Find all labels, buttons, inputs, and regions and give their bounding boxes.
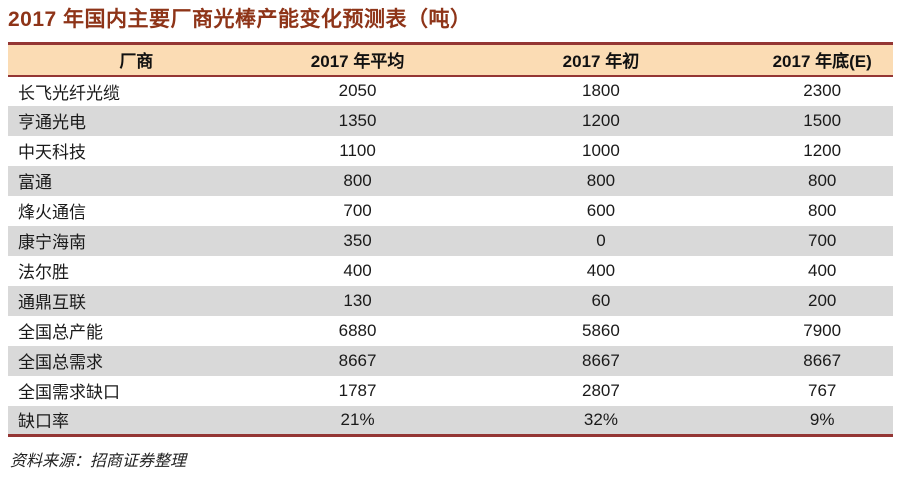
value-cell: 8667 bbox=[803, 350, 842, 370]
value-cell: 1500 bbox=[803, 110, 842, 130]
value-cell: 2807 bbox=[582, 380, 620, 400]
value-cell: 350 bbox=[343, 230, 372, 250]
table-header: 厂商 2017 年平均 2017 年初 2017 年底(E) bbox=[8, 43, 893, 77]
vendor-cell: 通鼎互联 bbox=[18, 293, 86, 312]
value-cell: 8667 bbox=[338, 350, 377, 370]
column-header: 2017 年底(E) bbox=[751, 43, 893, 77]
value-cell: 800 bbox=[586, 170, 616, 190]
vendor-cell: 缺口率 bbox=[18, 412, 69, 432]
table-row: 烽火通信 700 600 800 bbox=[8, 196, 893, 226]
value-cell: 700 bbox=[343, 200, 372, 220]
value-cell: 5860 bbox=[582, 320, 620, 340]
table-row: 富通 800 800 800 bbox=[8, 165, 893, 196]
value-cell: 1350 bbox=[338, 110, 377, 130]
value-cell: 400 bbox=[343, 260, 372, 280]
value-cell: 1800 bbox=[582, 81, 620, 100]
vendor-cell: 康宁海南 bbox=[18, 233, 86, 252]
value-cell: 800 bbox=[343, 170, 372, 190]
value-cell: 1100 bbox=[339, 140, 376, 160]
table-row: 亨通光电 1350 1200 1500 bbox=[8, 105, 893, 136]
capacity-table: 厂商 2017 年平均 2017 年初 2017 年底(E) 长飞光纤光缆 2050 18… bbox=[8, 42, 893, 437]
source-note: 资料来源：招商证券整理 bbox=[10, 451, 187, 470]
value-cell: 8667 bbox=[582, 350, 620, 370]
table-body: 长飞光纤光缆 2050 1800 2300 亨通光电 1350 1200 1500 中天科技 11… bbox=[8, 76, 893, 436]
value-cell: 1200 bbox=[803, 140, 842, 160]
value-cell: 130 bbox=[343, 290, 372, 310]
column-header: 厂商 bbox=[8, 43, 265, 77]
table-row: 中天科技 1100 1000 1200 bbox=[8, 136, 893, 166]
table-row: 全国需求缺口 1787 2807 767 bbox=[8, 376, 893, 406]
value-cell: 7900 bbox=[803, 320, 842, 340]
value-cell: 400 bbox=[586, 260, 616, 280]
table-row: 缺口率 21% 32% 9% bbox=[8, 405, 893, 436]
table-row: 康宁海南 350 0 700 bbox=[8, 225, 893, 256]
value-cell: 1200 bbox=[582, 110, 620, 130]
value-cell: 767 bbox=[808, 380, 837, 400]
vendor-cell: 亨通光电 bbox=[18, 113, 86, 132]
vendor-cell: 全国总产能 bbox=[18, 323, 103, 342]
vendor-cell: 长飞光纤光缆 bbox=[18, 83, 120, 103]
value-cell: 700 bbox=[808, 230, 837, 250]
value-cell: 400 bbox=[808, 260, 837, 280]
vendor-cell: 中天科技 bbox=[18, 143, 86, 162]
value-cell: 600 bbox=[586, 200, 616, 220]
header-row: 厂商 2017 年平均 2017 年初 2017 年底(E) bbox=[8, 43, 893, 77]
value-cell: 21% bbox=[340, 409, 375, 429]
value-cell: 2050 bbox=[338, 81, 377, 100]
table-row: 长飞光纤光缆 2050 1800 2300 bbox=[8, 76, 893, 106]
vendor-cell: 法尔胜 bbox=[18, 263, 69, 282]
table-row: 全国总产能 6880 5860 7900 bbox=[8, 316, 893, 346]
value-cell: 0 bbox=[596, 230, 606, 250]
value-cell: 6880 bbox=[338, 320, 377, 340]
table-row: 法尔胜 400 400 400 bbox=[8, 256, 893, 286]
value-cell: 9% bbox=[809, 409, 835, 429]
value-cell: 200 bbox=[808, 290, 837, 310]
column-header: 2017 年初 bbox=[450, 43, 752, 77]
vendor-cell: 烽火通信 bbox=[18, 203, 86, 222]
value-cell: 2300 bbox=[803, 81, 842, 100]
value-cell: 60 bbox=[591, 290, 611, 310]
vendor-cell: 全国需求缺口 bbox=[18, 383, 120, 402]
value-cell: 800 bbox=[808, 170, 837, 190]
vendor-cell: 全国总需求 bbox=[18, 353, 103, 372]
column-header: 2017 年平均 bbox=[264, 43, 451, 77]
value-cell: 1000 bbox=[582, 140, 620, 160]
table-row: 通鼎互联 130 60 200 bbox=[8, 285, 893, 316]
value-cell: 32% bbox=[583, 409, 618, 429]
value-cell: 800 bbox=[808, 200, 837, 220]
page-title: 2017 年国内主要厂商光棒产能变化预测表（吨） bbox=[8, 8, 472, 31]
table-row: 全国总需求 8667 8667 8667 bbox=[8, 345, 893, 376]
value-cell: 1787 bbox=[338, 380, 377, 400]
table-container: 厂商 2017 年平均 2017 年初 2017 年底(E) 长飞光纤光缆 2050 18… bbox=[8, 42, 893, 437]
vendor-cell: 富通 bbox=[18, 173, 52, 192]
